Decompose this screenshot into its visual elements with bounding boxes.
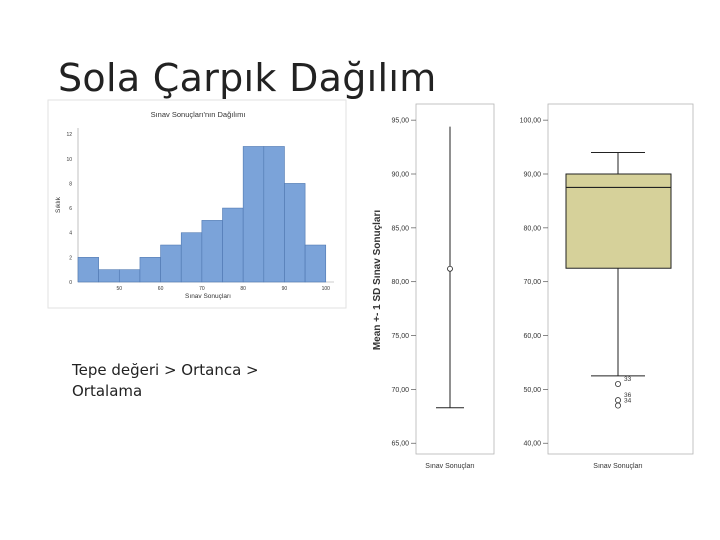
- histogram-xtick: 100: [322, 286, 331, 292]
- boxplot-ytick: 60,00: [523, 333, 541, 340]
- histogram-bar: [118, 269, 141, 283]
- histogram-bar: [160, 244, 182, 283]
- histogram-bar: [263, 146, 285, 283]
- histogram-xtick: 60: [158, 286, 164, 292]
- histogram-bar: [242, 146, 265, 283]
- histogram-ytick: 6: [69, 206, 72, 212]
- histogram-ytick: 8: [69, 181, 72, 187]
- histogram-bar: [284, 183, 306, 283]
- histogram-bar: [98, 269, 120, 283]
- histogram-title: Sınav Sonuçları'nın Dağılımı: [151, 110, 246, 119]
- boxplot-ytick: 50,00: [523, 387, 541, 394]
- errorbar-chart: Mean +- 1 SD Sınav Sonuçları Sınav Sonuç…: [372, 103, 495, 470]
- histogram-xtick: 50: [117, 286, 123, 292]
- slide-title: Sola Çarpık Dağılım: [58, 56, 437, 100]
- histogram-ytick: 2: [69, 255, 72, 261]
- slide-body-text: Tepe değeri > Ortanca > Ortalama: [72, 361, 259, 400]
- boxplot-ytick: 90,00: [523, 172, 541, 179]
- errorbar-ytick: 95,00: [391, 118, 409, 125]
- histogram-bar: [304, 244, 327, 283]
- histogram-xtick: 80: [240, 286, 246, 292]
- boxplot-outlier-marker: [615, 397, 622, 404]
- errorbar-ylabel: Mean +- 1 SD Sınav Sonuçları: [372, 210, 383, 351]
- errorbar-frame: [415, 103, 495, 455]
- histogram-xtick: 70: [199, 286, 205, 292]
- histogram-ylabel: Sıklık: [55, 196, 62, 213]
- errorbar-ytick: 85,00: [391, 225, 409, 232]
- histogram-bar: [201, 220, 223, 283]
- boxplot-outlier-marker: [615, 402, 622, 409]
- histogram-ytick: 4: [69, 231, 72, 237]
- errorbar-ytick: 90,00: [391, 172, 409, 179]
- boxplot-ytick: 100,00: [520, 118, 542, 125]
- boxplot-xlabel: Sınav Sonuçları: [593, 463, 642, 470]
- errorbar-mean-marker: [447, 265, 453, 272]
- boxplot-frame: [547, 103, 694, 455]
- errorbar-ytick: 80,00: [391, 279, 409, 286]
- histogram-ytick: 10: [66, 157, 72, 163]
- histogram-bar: [180, 232, 203, 283]
- histogram-ytick: 12: [66, 132, 72, 138]
- boxplot-ytick: 40,00: [523, 441, 541, 448]
- histogram-bar: [222, 207, 244, 283]
- boxplot-outlier-label: 36: [624, 392, 632, 399]
- boxplot-outlier-label: 34: [624, 398, 632, 405]
- boxplot-outlier-marker: [615, 380, 622, 387]
- boxplot-ytick: 80,00: [523, 225, 541, 232]
- histogram-chart: Sınav Sonuçları'nın Dağılımı Sınav Sonuç…: [47, 99, 347, 309]
- histogram-bar: [139, 257, 161, 283]
- histogram-xlabel: Sınav Sonuçları: [185, 293, 231, 300]
- histogram-bar: [77, 257, 99, 283]
- histogram-ytick: 0: [69, 280, 72, 286]
- errorbar-ytick: 75,00: [391, 333, 409, 340]
- boxplot-chart: Sınav Sonuçları 40,00 50,00 60,00 70,00 80,0…: [520, 103, 694, 470]
- histogram-xtick: 90: [282, 286, 288, 292]
- boxplot-ytick: 70,00: [523, 279, 541, 286]
- boxplot-box: [565, 173, 672, 269]
- errorbar-ytick: 65,00: [391, 441, 409, 448]
- errorbar-xlabel: Sınav Sonuçları: [425, 463, 474, 470]
- boxplot-outlier-label: 33: [624, 376, 632, 383]
- errorbar-ytick: 70,00: [391, 387, 409, 394]
